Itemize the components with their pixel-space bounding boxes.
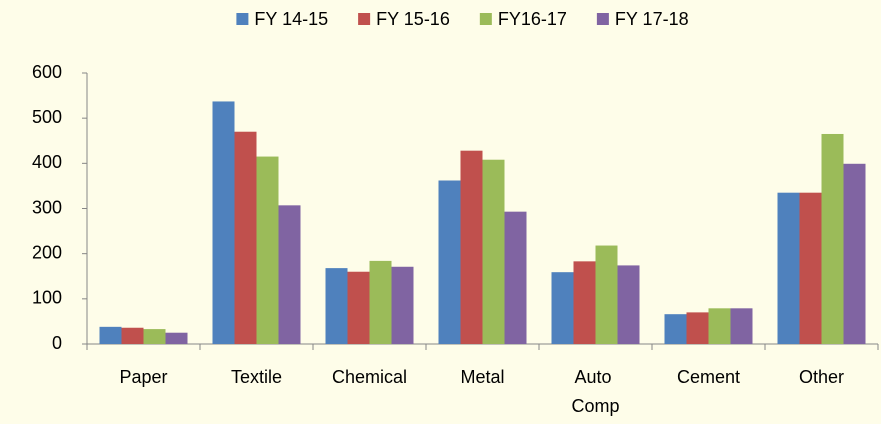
y-tick-label: 600 [32,62,62,82]
bar [821,133,844,344]
legend-swatch [596,13,609,25]
y-tick-label: 0 [52,333,62,353]
bar [325,268,348,344]
legend-label: FY 15-16 [376,9,450,29]
bar [777,192,800,344]
legend-swatch [236,13,249,25]
bar [686,312,709,344]
x-tick-label: Other [799,367,844,387]
legend-item: FY16-17 [479,9,567,29]
bar [99,326,122,344]
bar [504,211,527,344]
x-tick-label: Metal [460,367,504,387]
bar [256,156,279,344]
bar [573,261,596,344]
bar [460,150,483,344]
x-tick-label: Cement [677,367,740,387]
legend-label: FY16-17 [498,9,567,29]
y-tick-label: 500 [32,107,62,127]
bar [121,327,144,344]
legend-swatch [358,13,371,25]
bar [234,131,257,344]
y-tick-label: 300 [32,197,62,217]
bar [369,260,392,344]
bar [664,314,687,344]
bar [843,163,866,344]
bar [212,101,235,344]
x-tick-label: Paper [119,367,167,387]
bar [347,271,370,344]
legend-item: FY 17-18 [596,9,689,29]
y-tick-label: 100 [32,288,62,308]
bar [143,329,166,344]
x-tick-label-line: Auto [574,367,616,387]
x-tick-label: Chemical [332,367,407,387]
legend-item: FY 14-15 [236,9,328,29]
legend-label: FY 17-18 [615,9,689,29]
legend-swatch [479,13,492,25]
bar [730,308,753,344]
legend-item: FY 15-16 [358,9,450,29]
bar [551,272,574,344]
bar [799,192,822,344]
bar [595,245,618,344]
bar [438,180,461,344]
bar [617,265,640,344]
y-tick-label: 200 [32,242,62,262]
bar [278,205,301,344]
bar [165,332,188,344]
legend-label: FY 14-15 [254,9,328,29]
x-tick-label: Textile [231,367,282,387]
x-tick-label: Auto Comp [571,367,619,416]
x-tick-label-line: Comp [571,396,619,416]
bar [708,308,731,344]
y-tick-label: 400 [32,152,62,172]
bar [391,266,414,344]
bar [482,159,505,344]
